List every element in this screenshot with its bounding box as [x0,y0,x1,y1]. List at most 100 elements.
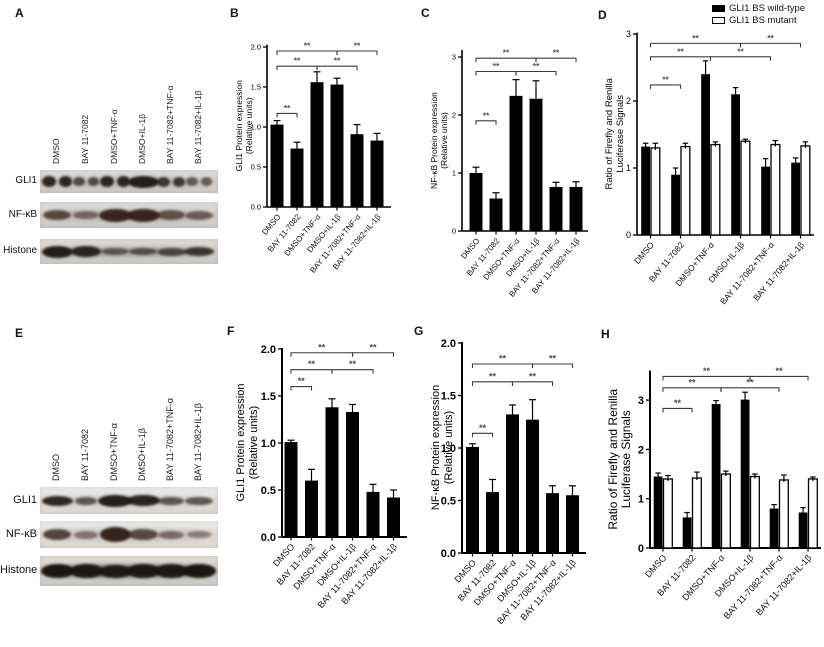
significance-bracket [535,57,577,63]
y-axis-title: Luciferase Signals [615,95,626,173]
bar [662,478,673,549]
y-tick-label: 0.0 [251,203,261,212]
significance-bracket [475,70,517,76]
blot-strip [40,170,218,193]
blot-band [100,176,114,187]
bar [310,82,324,207]
significance-label: ** [304,41,311,51]
blot-band [126,208,160,222]
significance-bracket [709,56,772,61]
blot-band [75,496,97,505]
bar [325,407,339,537]
y-tick-label: 2.0 [251,43,261,52]
blot-row-label: Histone [0,564,38,577]
blot-band [184,247,214,256]
blot-band [43,210,71,220]
legend-item-mutant: GLI1 BS mutant [712,14,805,26]
bar [486,492,499,553]
blot-band [74,530,98,539]
significance-bracket [475,120,497,125]
blot-band [126,495,160,506]
y-axis-title: GLI1 Protein expression [235,384,247,502]
panel-label-g: G [414,324,424,338]
bar [710,143,721,236]
significance-bracket [351,352,395,357]
lane-label: BAY 11-7082 [80,428,91,481]
blot-band [158,496,184,505]
bar [290,148,304,207]
significance-label: ** [553,48,560,58]
x-category-label: BAY 11-7082+IL-1β [754,553,814,618]
y-tick-label: 1.5 [441,390,456,402]
y-tick-label: 0 [638,543,644,555]
blot-strip [40,202,218,228]
significance-label: ** [767,33,774,43]
x-category-label: BAY 11-7082+TNF-α [718,240,776,307]
significance-bracket [276,50,338,55]
significance-label: ** [318,342,326,352]
blot-band [71,246,101,257]
blot-band [126,564,160,578]
bar [740,140,751,236]
blot-band [129,248,157,255]
blot-band [182,564,216,578]
significance-bracket [515,70,557,76]
blot-band [158,530,184,539]
significance-label: ** [688,377,696,387]
blot-band [186,177,198,186]
y-tick-label: 1 [626,163,631,173]
significance-bracket [720,387,780,392]
y-tick-label: 0.5 [261,485,276,497]
panel-label-c: C [421,6,430,20]
blot-band [69,564,103,578]
lane-label: BAY 11-7082+TNF-α [165,398,176,481]
legend-label-mutant: GLI1 BS mutant [729,14,797,26]
bar [509,95,523,231]
y-axis-title: (Relative units) [244,97,254,154]
y-tick-label: 3 [452,53,456,62]
x-category-label: DMSO [632,240,656,266]
bar [711,404,721,548]
blot-band [101,248,129,255]
blot-band [43,529,71,540]
legend-swatch-mutant-icon [712,16,725,24]
panel-label-d: D [598,8,607,22]
lane-label: DMSO+TNF-α [109,109,120,164]
y-tick-label: 0 [452,227,456,236]
blot-row-label: Histone [3,245,37,257]
blot-band [73,177,85,186]
lane-label: DMSO+TNF-α [109,423,120,481]
bar [546,493,559,553]
significance-bracket [662,375,751,381]
blot-band [99,527,131,542]
bar [731,94,740,235]
significance-label: ** [499,354,507,364]
bar [798,512,808,548]
y-tick-label: 1 [638,494,644,506]
legend-swatch-wild-type-icon [712,4,725,12]
blot-band [127,175,159,188]
blot-band [187,531,211,538]
bar [671,174,680,235]
significance-bracket [290,386,313,391]
significance-label: ** [662,74,669,84]
significance-label: ** [533,61,540,71]
y-tick-label: 1.0 [261,438,276,450]
y-axis-title: GLI1 Protein expression [234,80,244,171]
lane-label: BAY 11-7082 [80,114,91,164]
bar [680,145,691,236]
bar [800,145,811,236]
y-tick-label: 0 [626,230,631,240]
blot-band [58,176,72,187]
bar [466,446,479,553]
lane-label: DMSO [51,454,62,481]
significance-bracket [471,432,494,438]
significance-bracket [531,363,574,368]
blot-band [73,211,99,219]
blot-band [98,208,132,222]
significance-label: ** [294,56,301,66]
